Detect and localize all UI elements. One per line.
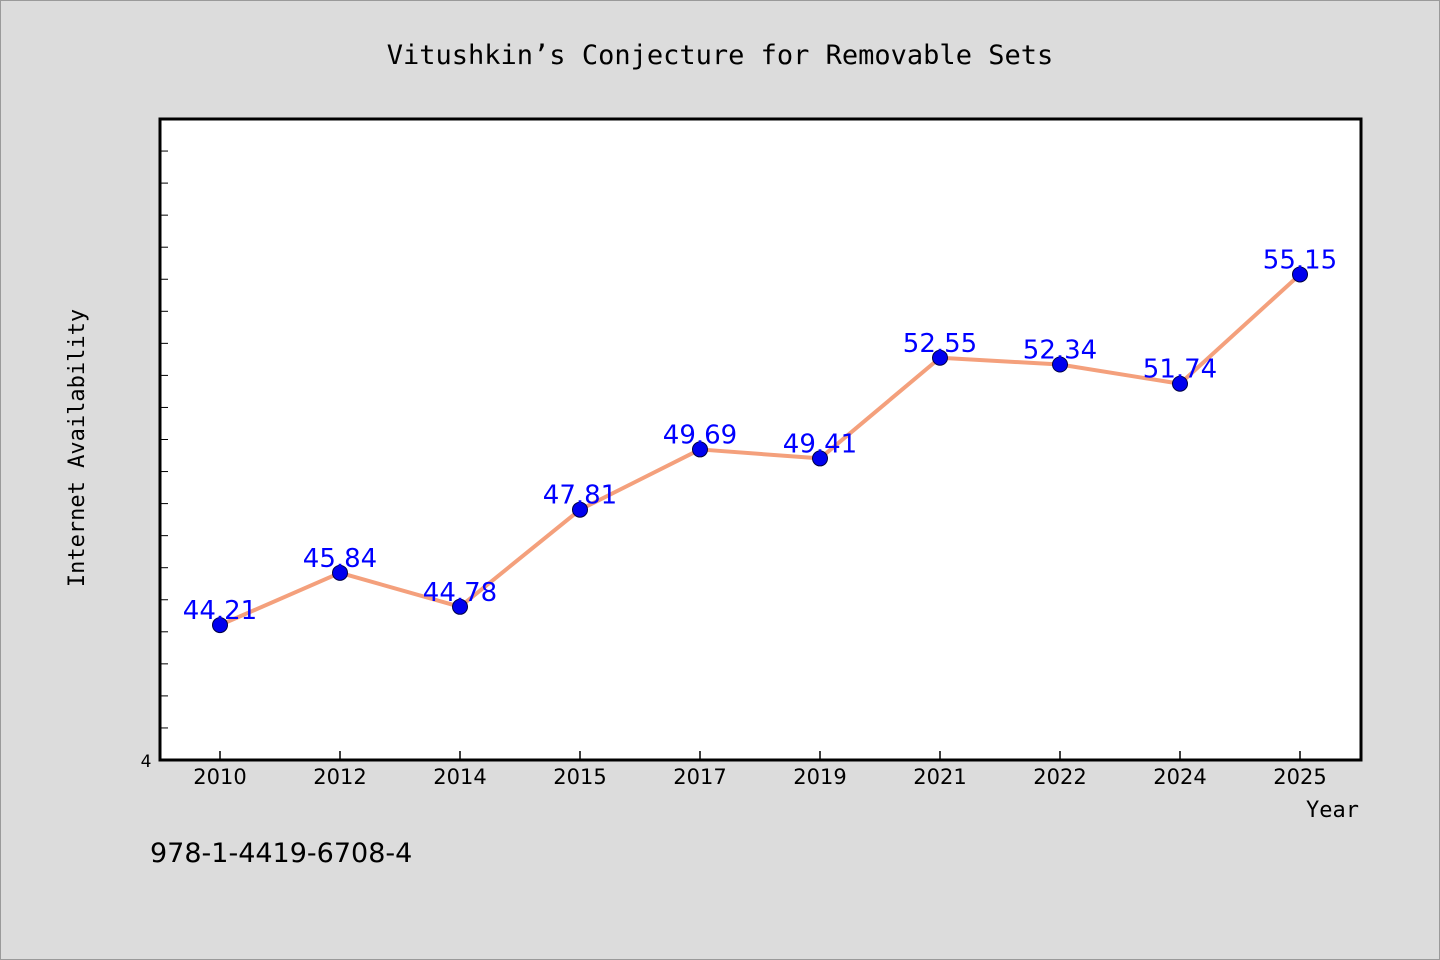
data-label: 44.21 [183,596,257,626]
series-line [218,272,1302,628]
x-tick-label: 2022 [1033,765,1086,789]
data-label: 47.81 [543,481,617,511]
data-label: 52.55 [903,329,977,359]
y-tick-label: 4 [141,752,152,772]
data-point [212,617,228,634]
x-tick-label: 2024 [1153,765,1206,789]
data-label: 51.74 [1143,355,1217,385]
data-point [332,564,348,581]
data-label: 49.69 [663,420,737,450]
data-point [692,441,708,458]
data-point [1052,356,1068,373]
data-point [1172,375,1188,392]
chart-title: Vitushkin’s Conjecture for Removable Set… [387,40,1053,71]
data-point [452,598,468,615]
data-point [812,450,828,467]
plot-area [158,117,1363,762]
data-point [1292,266,1308,283]
x-tick-label: 2017 [673,765,726,789]
isbn-text: 978-1-4419-6708-4 [150,838,412,869]
x-tick-label: 2015 [553,765,606,789]
x-tick-label: 2010 [193,765,246,789]
x-axis-ticks [219,751,1301,760]
data-label: 55.15 [1263,245,1337,275]
y-axis-ticks [160,150,168,729]
data-label: 45.84 [303,544,377,574]
series-layer: 44.21 45.84 44.78 47.81 49.69 49.41 52.55 52.34… [183,245,1337,634]
x-tick-label: 2025 [1273,765,1326,789]
x-tick-labels: 2010 2012 2014 2015 2017 2019 2021 2022 2024 2025 [193,765,1326,789]
y-axis-label: Internet Availability [65,309,90,587]
x-tick-label: 2012 [313,765,366,789]
x-tick-label: 2019 [793,765,846,789]
x-axis-label: Year [1306,798,1359,823]
data-label: 52.34 [1023,336,1097,366]
x-tick-label: 2014 [433,765,486,789]
data-label: 49.41 [783,429,857,459]
data-point [572,501,588,518]
x-tick-label: 2021 [913,765,966,789]
data-label: 44.78 [423,578,497,608]
data-point [932,349,948,366]
